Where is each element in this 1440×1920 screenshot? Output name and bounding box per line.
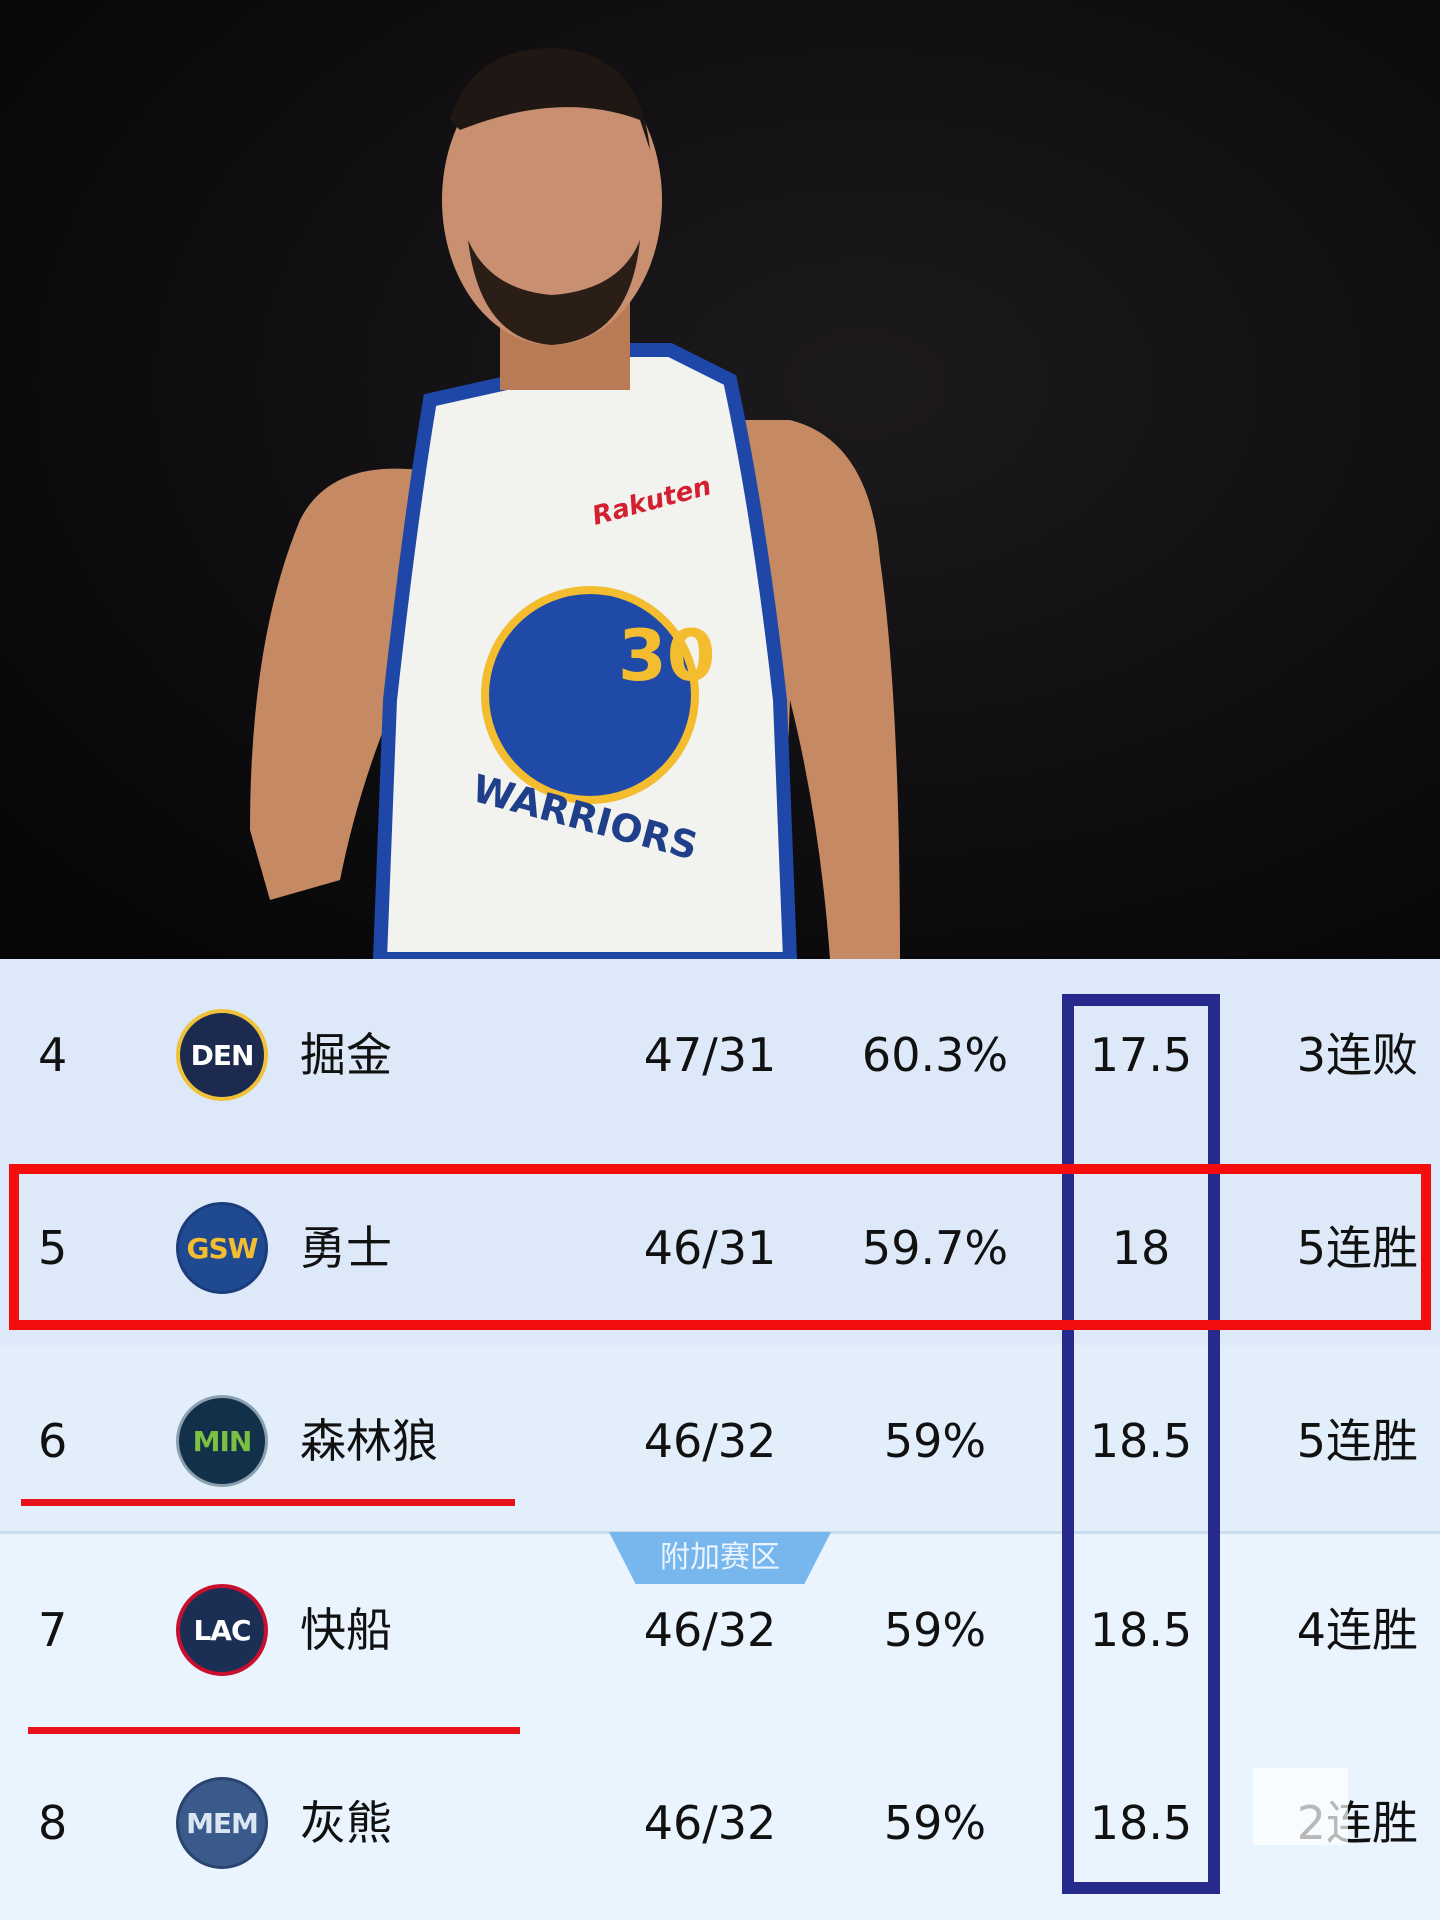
games-behind: 18.5 [1089,1603,1193,1657]
warriors-highlight-box [9,1164,1431,1330]
win-pct: 60.3% [861,1028,1009,1082]
rank: 5 [38,1221,68,1275]
win-loss: 46/32 [643,1414,777,1468]
play-in-badge: 附加赛区 [609,1532,831,1584]
rank: 8 [38,1796,68,1850]
games-behind: 18.5 [1089,1796,1193,1850]
win-loss: 47/31 [643,1028,777,1082]
win-pct: 59% [883,1603,987,1657]
table-row[interactable]: 8 MEM 灰熊 46/32 59% 18.5 2连胜 [0,1727,1440,1920]
team-logo-gsw: GSW [176,1202,268,1294]
rank: 4 [38,1028,68,1082]
team-name[interactable]: 快船 [300,1603,392,1657]
win-loss: 46/31 [643,1221,777,1275]
streak: 3连败 [1296,1028,1418,1082]
player-photo: 30 Rakuten WARRIORS [0,0,1440,959]
team-name[interactable]: 掘金 [300,1028,392,1082]
red-underline [28,1727,520,1734]
games-behind: 18.5 [1089,1414,1193,1468]
red-underline [21,1499,515,1506]
team-name[interactable]: 勇士 [300,1221,392,1275]
streak: 5连胜 [1296,1414,1418,1468]
team-name[interactable]: 森林狼 [300,1414,438,1468]
team-name[interactable]: 灰熊 [300,1796,392,1850]
win-pct: 59.7% [861,1221,1009,1275]
streak: 4连胜 [1296,1603,1418,1657]
rank: 7 [38,1603,68,1657]
table-row[interactable]: 4 DEN 掘金 47/31 60.3% 17.5 3连败 [0,959,1440,1152]
streak: 5连胜 [1296,1221,1418,1275]
win-loss: 46/32 [643,1603,777,1657]
team-logo-min: MIN [176,1395,268,1487]
win-pct: 59% [883,1796,987,1850]
team-logo-lac: LAC [176,1584,268,1676]
win-loss: 46/32 [643,1796,777,1850]
jersey-number: 30 [618,615,715,697]
team-logo-mem: MEM [176,1777,268,1869]
games-behind: 18 [1111,1221,1171,1275]
team-logo-den: DEN [176,1009,268,1101]
games-behind-highlight-box [1062,994,1220,1894]
watermark-overlay [1253,1768,1348,1845]
rank: 6 [38,1414,68,1468]
win-pct: 59% [883,1414,987,1468]
games-behind: 17.5 [1089,1028,1193,1082]
table-row[interactable]: 5 GSW 勇士 46/31 59.7% 18 5连胜 [0,1152,1440,1345]
